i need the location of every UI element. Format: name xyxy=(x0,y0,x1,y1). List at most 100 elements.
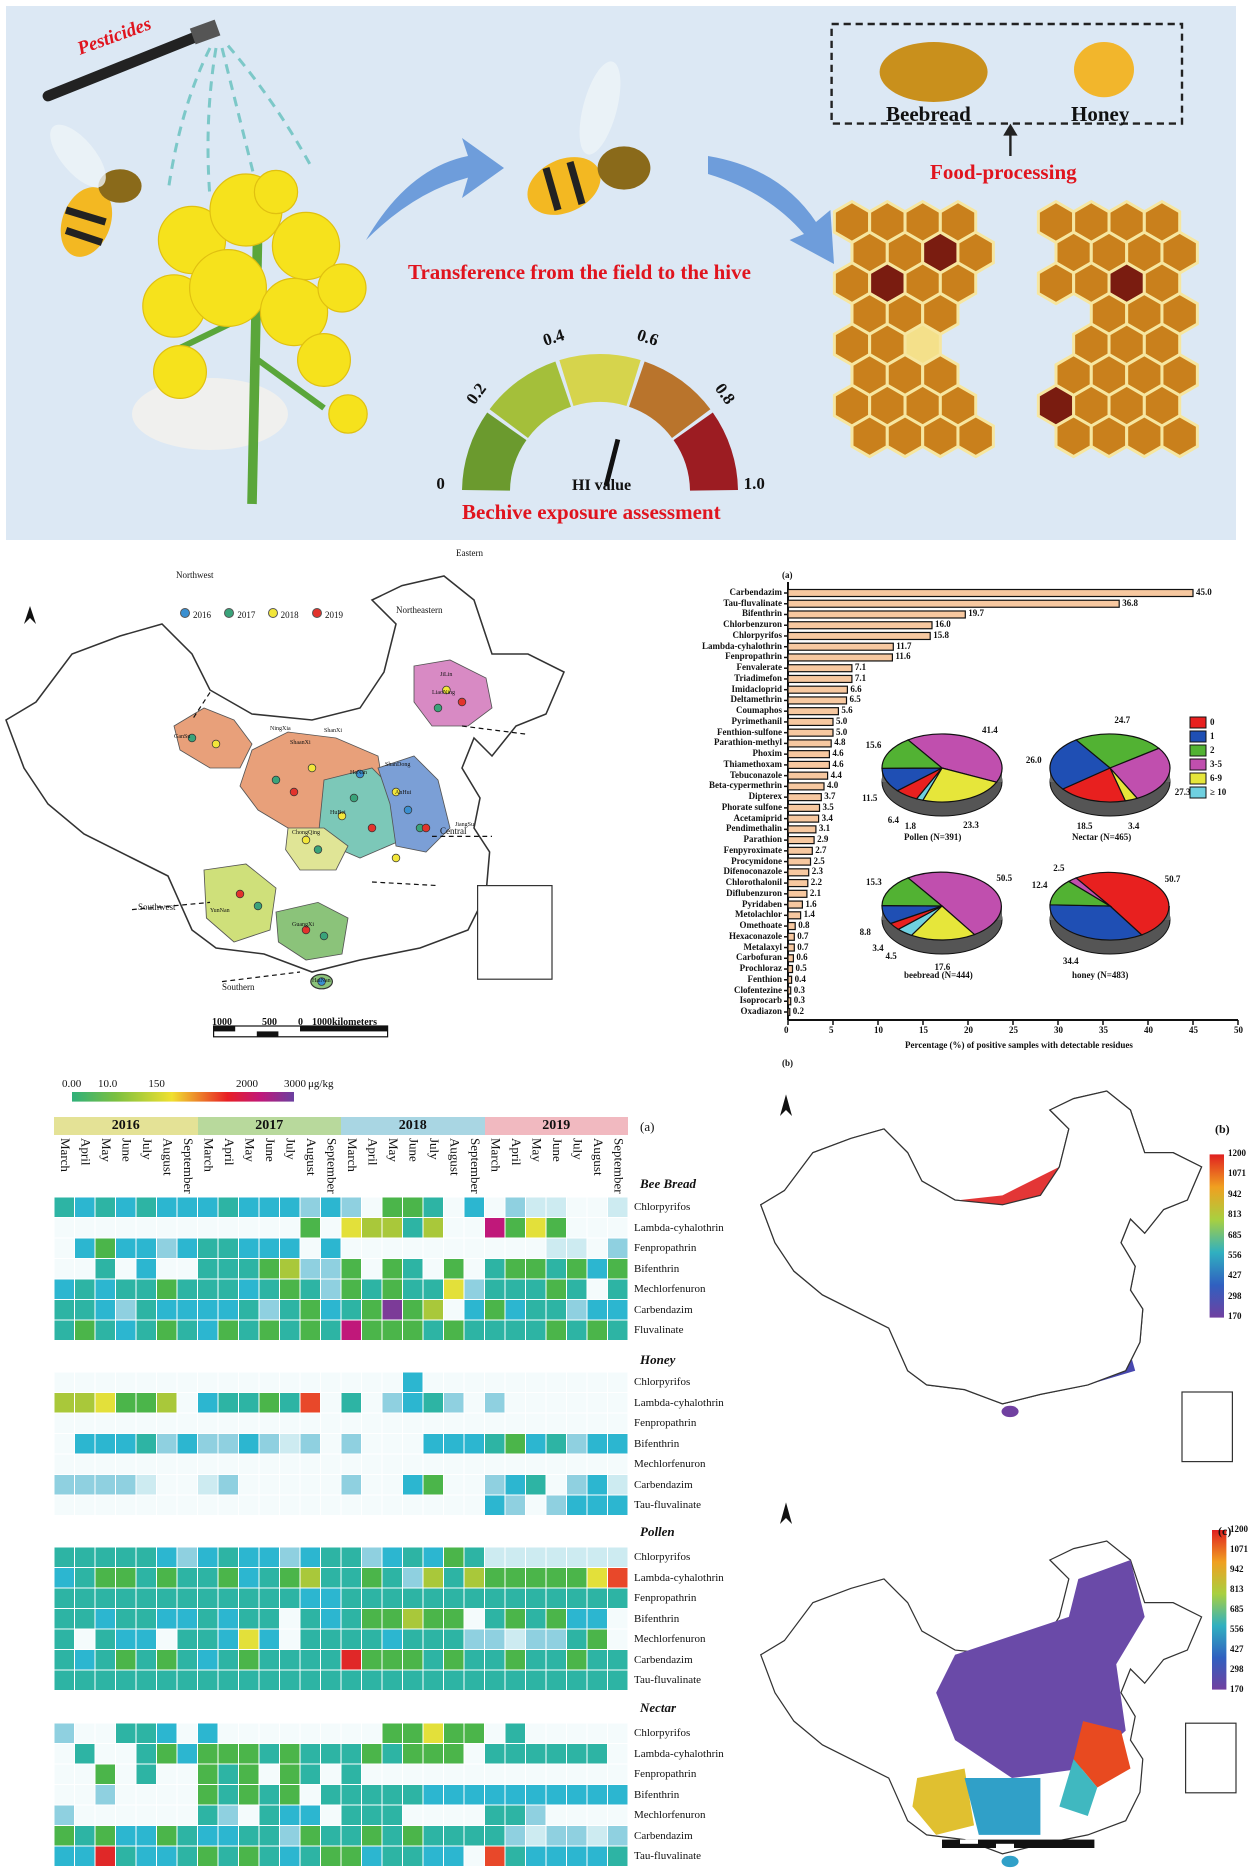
heatmap-cell xyxy=(443,1453,465,1475)
heatmap-row-label: Bifenthrin xyxy=(634,1788,680,1801)
heatmap-cell xyxy=(340,1649,362,1671)
heatmap-row-label: Mechlorfenuron xyxy=(634,1458,706,1470)
heatmap-cell xyxy=(156,1278,178,1300)
bar-category-label: Thiamethoxam xyxy=(723,758,783,769)
bar-category-label: Parathion-methyl xyxy=(714,737,782,748)
province-label: NingXia xyxy=(270,726,291,732)
heatmap-cell xyxy=(279,1196,301,1218)
heatmap-cell xyxy=(463,1319,485,1341)
heatmap-cell xyxy=(443,1546,465,1568)
heatmap-cell xyxy=(607,1453,629,1475)
month-label: September xyxy=(181,1138,196,1194)
heatmap-cell xyxy=(74,1628,96,1650)
province-label: ShaanXi xyxy=(290,740,311,746)
gauge-needle xyxy=(603,438,621,487)
heatmap-cell xyxy=(504,1804,526,1826)
heatmap-cell xyxy=(340,1412,362,1434)
heatmap-cell xyxy=(320,1804,342,1826)
heatmap-cell xyxy=(504,1196,526,1218)
sample-site-dot xyxy=(235,889,245,899)
heatmap-cell xyxy=(258,1237,280,1259)
heatmap-cell xyxy=(115,1196,137,1218)
heatmap-cell xyxy=(566,1278,588,1300)
heatmap-cell xyxy=(197,1278,219,1300)
province-label: HuBei xyxy=(330,810,346,816)
month-label: July xyxy=(570,1138,586,1160)
bar-category-label: Fenpropathrin xyxy=(725,651,782,662)
heatmap-row-label: Lambda-cyhalothrin xyxy=(634,1221,724,1234)
heatmap-cell xyxy=(340,1453,362,1475)
heatmap-cell xyxy=(279,1494,301,1516)
heatmap-cell xyxy=(607,1567,629,1589)
heatmap-cell xyxy=(115,1567,137,1589)
pie-value-label: 2.5 xyxy=(1053,862,1065,873)
heatmap-cell xyxy=(197,1845,219,1867)
bar-value-label: 6.6 xyxy=(850,683,862,694)
heatmap-cell xyxy=(545,1196,567,1218)
pie-slice xyxy=(1067,877,1111,907)
month-label: May xyxy=(529,1138,545,1162)
heatmap-row-label: Chlorpyrifos xyxy=(634,1376,691,1388)
heatmap-cell xyxy=(381,1825,403,1847)
heatmap-cell xyxy=(484,1784,506,1806)
heatmap-cell xyxy=(94,1412,116,1434)
heatmap-cell xyxy=(361,1217,383,1239)
heatmap-cell xyxy=(238,1278,260,1300)
heatmap-cell xyxy=(217,1474,239,1496)
heatmap-cell xyxy=(197,1196,219,1218)
pie-legend-swatch xyxy=(1189,744,1207,757)
heatmap-cell xyxy=(607,1784,629,1806)
heatmap-cell xyxy=(586,1412,608,1434)
heatmap-cell xyxy=(74,1258,96,1280)
heatmap-cell xyxy=(156,1433,178,1455)
sample-site-dot xyxy=(313,845,323,854)
colorbar-b-tick: 556 xyxy=(1228,1250,1242,1260)
pie-2 xyxy=(881,871,1003,955)
heatmap-cell xyxy=(115,1845,137,1867)
heatmap-cell xyxy=(135,1608,157,1630)
heatmap-cell xyxy=(566,1258,588,1280)
heatmap-cell xyxy=(53,1587,75,1609)
pie-slice xyxy=(881,877,944,907)
heatmap-cell xyxy=(422,1825,444,1847)
heatmap-cell xyxy=(279,1587,301,1609)
bar-value-label: 2.1 xyxy=(809,887,822,898)
pie-legend-swatch xyxy=(1189,730,1207,743)
heatmap-cell xyxy=(402,1217,424,1239)
x-tick-label: 30 xyxy=(1054,1025,1063,1035)
x-tick-label: 20 xyxy=(964,1025,973,1035)
heatmap-cell xyxy=(279,1628,301,1650)
heatmap-cell xyxy=(176,1392,198,1414)
heatmap-cell xyxy=(320,1299,342,1321)
heatmap-cell xyxy=(381,1722,403,1744)
legend-dot-icon xyxy=(312,608,322,618)
heatmap-cell xyxy=(463,1743,485,1765)
pie-3 xyxy=(1049,871,1171,955)
heatmap-cell xyxy=(217,1608,239,1630)
x-tick-label: 45 xyxy=(1189,1025,1198,1035)
heatmap-cell xyxy=(176,1474,198,1496)
heatmap-cell xyxy=(484,1494,506,1516)
honeycomb-cell xyxy=(956,414,995,459)
section-title: Nectar xyxy=(640,1700,677,1715)
heatmap-cell xyxy=(545,1608,567,1630)
heatmap-cell xyxy=(176,1845,198,1867)
bar-xlabel: Percentage (%) of positive samples with … xyxy=(905,1040,1133,1050)
heatmap-cell xyxy=(566,1845,588,1867)
heatmap-cell xyxy=(74,1825,96,1847)
heatmap-cell xyxy=(525,1392,547,1414)
heatmap-cell xyxy=(135,1587,157,1609)
legend-label: 2019 xyxy=(325,610,343,620)
heatmap-cell xyxy=(340,1258,362,1280)
heatmap-cell xyxy=(238,1845,260,1867)
heatmap-cell xyxy=(340,1494,362,1516)
heatmap-cell xyxy=(94,1763,116,1785)
month-label: July xyxy=(283,1138,299,1160)
heatmap-cell xyxy=(525,1453,547,1475)
heatmap-cell xyxy=(238,1825,260,1847)
heatmap-cell xyxy=(504,1319,526,1341)
pie-value-label: 50.7 xyxy=(1164,873,1181,884)
heatmap-cell xyxy=(94,1196,116,1218)
heatmap-cell xyxy=(176,1546,198,1568)
sample-site-dot xyxy=(253,901,263,911)
